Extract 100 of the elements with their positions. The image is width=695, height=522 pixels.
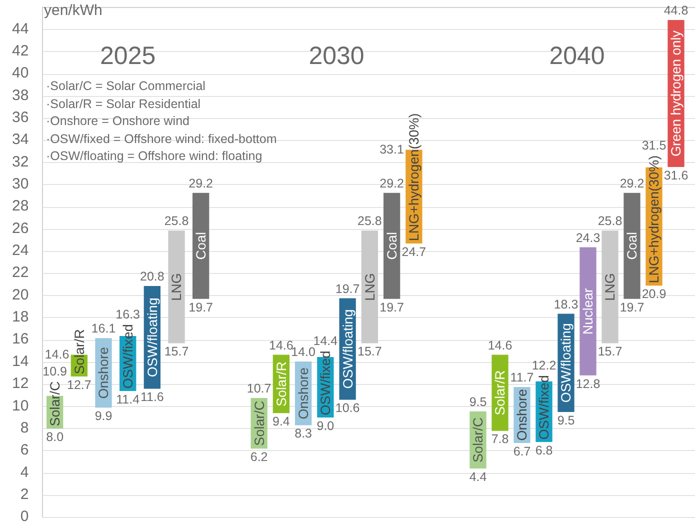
y-tick-label: 18 (12, 308, 29, 326)
x-tick-label: Solar/C (48, 381, 63, 426)
y-tick-label: 0 (20, 508, 29, 522)
y-tick-label: 22 (12, 264, 29, 282)
annotation: 14.4 (313, 334, 338, 348)
x-tick-label: Green hydrogen only (668, 30, 684, 157)
y-tick-label: 42 (12, 42, 29, 60)
x-tick-label: LNG+hydrogen(30%) (646, 155, 662, 284)
annotation: 19.7 (620, 300, 644, 314)
annotation: 16.3 (116, 307, 140, 322)
y-tick-label: 12 (12, 375, 29, 392)
annotation: 44.8 (664, 4, 688, 18)
x-tick-label: Coal (624, 232, 640, 260)
annotation: ·Solar/C = Solar Commercial (46, 78, 206, 95)
bar (602, 230, 618, 344)
y-tick-label: 10 (12, 397, 29, 414)
x-tick-label: OSW/fixed (318, 350, 334, 416)
x-tick-label: OSW/fixed (120, 324, 136, 389)
x-tick-label: OSW/fixed (536, 375, 552, 440)
annotation: 15.7 (164, 344, 189, 359)
bar (361, 230, 378, 344)
annotation: 19.7 (380, 300, 404, 314)
bar (624, 192, 640, 299)
y-tick-label: 26 (12, 220, 29, 237)
annotation: 15.7 (358, 344, 382, 359)
annotation: 6.7 (513, 444, 531, 458)
annotation: 9.5 (469, 394, 487, 409)
annotation: 6.2 (250, 450, 268, 464)
annotation: 4.4 (469, 470, 487, 484)
x-tick-label: LNG (169, 273, 184, 301)
x-tick-label: LNG+hydrogen(30%) (406, 113, 422, 242)
x-tick-label: Solar/C (470, 417, 486, 462)
annotation: 11.4 (116, 392, 140, 406)
y-tick-label: 32 (12, 153, 29, 170)
annotation: 10.6 (335, 401, 360, 416)
annotation: 8.0 (46, 430, 64, 444)
annotation: 10.7 (246, 382, 272, 396)
text: 2025 (99, 42, 157, 71)
annotation: ·OSW/floating = Offshore wind: floating (46, 148, 264, 166)
text: 2030 (308, 42, 366, 71)
annotation: 8.3 (294, 426, 312, 441)
y-tick-label: 38 (12, 86, 29, 104)
annotation: 18.3 (554, 297, 578, 312)
annotation: ·OSW/fixed = Offshore wind: fixed-bottom (46, 130, 277, 148)
annotation: 11.7 (510, 370, 534, 384)
y-tick-label: 36 (12, 109, 29, 126)
annotation: 14.6 (269, 338, 294, 352)
annotation: 25.8 (358, 214, 382, 228)
y-tick-label: 30 (12, 176, 29, 193)
y-tick-label: 28 (12, 198, 29, 215)
x-tick-label: Onshore (514, 388, 530, 441)
x-tick-label: Solar/R (492, 370, 508, 416)
annotation: 12.8 (576, 376, 600, 391)
y-tick-label: 6 (20, 442, 29, 459)
y-tick-label: 20 (12, 286, 29, 304)
bar (383, 192, 400, 299)
y-tick-label: 14 (12, 352, 29, 370)
annotation: 19.7 (188, 300, 214, 314)
bar (192, 192, 210, 299)
annotation: 31.5 (642, 138, 666, 153)
x-tick-label: Solar/R (72, 328, 87, 374)
x-tick-label: LNG (602, 273, 618, 301)
annotation: 20.9 (642, 286, 666, 301)
annotation: 7.8 (491, 432, 509, 446)
annotation: 25.8 (164, 214, 189, 228)
annotation: 6.8 (535, 443, 553, 458)
x-tick-label: Solar/C (252, 400, 267, 446)
x-tick-label: Onshore (296, 367, 312, 420)
annotation: 29.2 (620, 176, 644, 190)
text: 2040 (549, 42, 605, 70)
annotation: 9.4 (272, 414, 290, 428)
x-tick-label: OSW/floating (558, 323, 574, 403)
annotation: 15.7 (598, 344, 622, 359)
annotation: 20.8 (140, 270, 164, 284)
y-tick-label: 2 (20, 486, 29, 503)
annotation: 9.0 (316, 418, 334, 433)
bar (580, 247, 596, 376)
x-tick-label: OSW/floating (340, 309, 356, 389)
y-tick-label: 4 (20, 464, 29, 481)
annotation: 12.7 (67, 378, 92, 392)
y-tick-label: 16 (12, 330, 29, 348)
annotation: 9.9 (94, 408, 112, 423)
annotation: 9.5 (557, 413, 575, 428)
annotation: ·Solar/R = Solar Residential (46, 96, 202, 113)
x-tick-label: Onshore (96, 346, 112, 399)
annotation: 31.6 (664, 168, 688, 182)
x-tick-label: OSW/floating (144, 298, 160, 378)
annotation: 11.6 (140, 390, 164, 404)
y-axis-title: yen/kWh (44, 2, 102, 19)
annotation: 24.7 (402, 244, 426, 259)
y-tick-label: 8 (20, 419, 29, 436)
annotation: 16.1 (91, 322, 116, 336)
annotation: 19.7 (335, 282, 360, 296)
x-tick-label: Coal (194, 232, 209, 260)
annotation: 14.6 (44, 348, 70, 362)
y-tick-label: 24 (12, 242, 29, 260)
annotation: 29.2 (188, 176, 214, 190)
y-tick-label: 40 (12, 64, 29, 82)
annotation: 12.2 (532, 358, 556, 372)
x-tick-label: Solar/R (274, 361, 289, 406)
